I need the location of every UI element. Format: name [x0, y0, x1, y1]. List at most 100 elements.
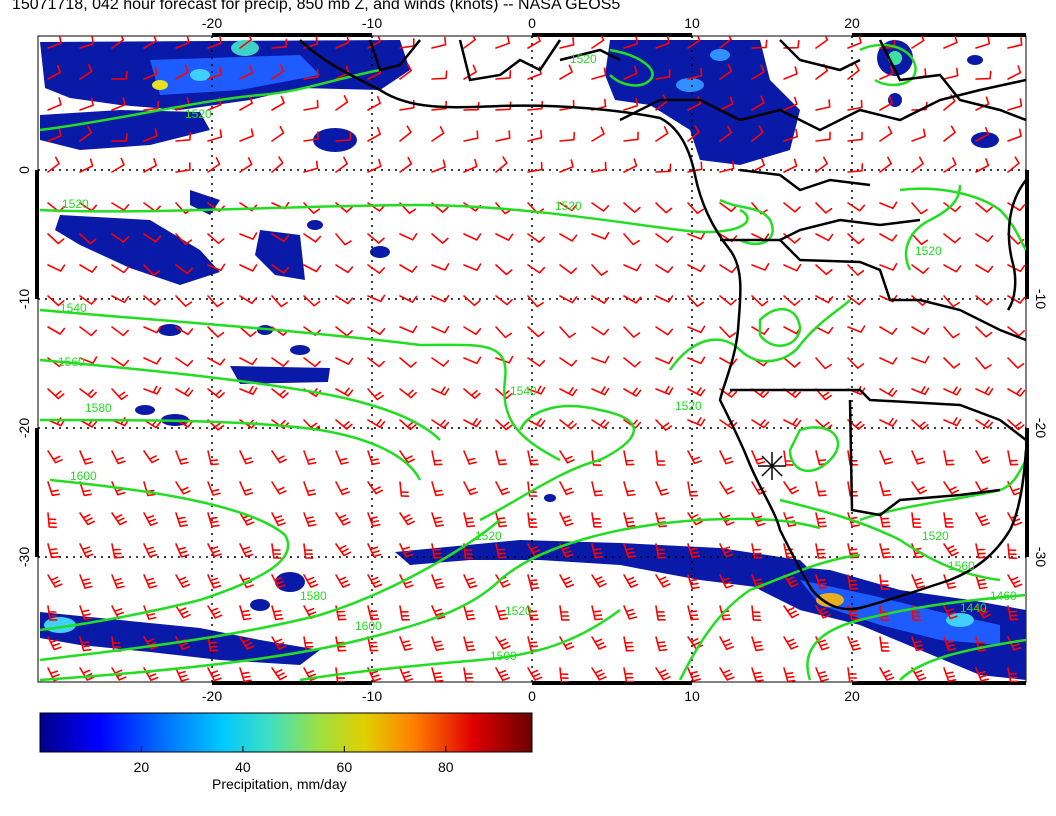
bottom-lon-tick: -10 [362, 688, 382, 704]
wind-barb [975, 636, 987, 652]
wind-barb [815, 264, 833, 276]
wind-barb [719, 96, 734, 111]
wind-barb [975, 233, 994, 243]
wind-barb [239, 636, 255, 650]
wind-barb [175, 162, 191, 173]
wind-barb [783, 263, 802, 272]
wind-barb [879, 95, 893, 111]
wind-barb [399, 264, 418, 273]
top-lon-tick: -10 [362, 15, 382, 31]
bottom-lon-tick: 10 [684, 688, 700, 704]
wind-barb [1007, 98, 1023, 111]
wind-barb [463, 158, 478, 173]
wind-barb [943, 357, 961, 369]
wind-barb [1007, 387, 1026, 397]
height-contours [39, 43, 1026, 682]
wind-barb [239, 357, 258, 366]
wind-barb [463, 574, 478, 589]
wind-barb [783, 233, 801, 244]
wind-barb [655, 512, 668, 528]
wind-barb [687, 543, 701, 559]
wind-barb [79, 636, 92, 652]
wind-barb [623, 450, 635, 466]
wind-barb [655, 636, 668, 652]
wind-barb [687, 295, 704, 308]
wind-barb [1007, 419, 1025, 431]
wind-barb [719, 326, 737, 338]
wind-barb [783, 158, 798, 173]
wind-barb [367, 264, 385, 274]
wind-barb [463, 481, 478, 496]
wind-barb [335, 264, 354, 274]
wind-barb [335, 202, 353, 213]
wind-barb [655, 385, 674, 395]
wind-barb [591, 386, 610, 396]
top-lon-tick: 10 [684, 15, 700, 31]
wind-barb [431, 386, 450, 396]
wind-barb [559, 574, 575, 588]
wind-barb [559, 419, 577, 430]
wind-barb [911, 574, 925, 589]
wind-barb [687, 202, 704, 215]
wind-barb [975, 419, 994, 429]
site-marker [758, 452, 786, 480]
wind-barb [751, 39, 768, 49]
wind-barb [399, 295, 418, 303]
wind-barb [47, 543, 60, 559]
wind-barb [1007, 574, 1023, 588]
wind-barb [47, 156, 60, 173]
wind-barb [559, 387, 578, 397]
wind-barb [975, 96, 990, 111]
contour-label: 1560 [948, 559, 975, 573]
wind-barb [879, 450, 893, 465]
wind-barb [175, 543, 190, 558]
wind-barb [815, 36, 829, 49]
wind-barb [687, 450, 702, 465]
wind-barb [911, 264, 929, 274]
wind-barb [815, 156, 828, 173]
wind-barb [303, 69, 319, 80]
wind-barb [527, 326, 545, 338]
wind-barb [655, 605, 666, 621]
wind-barb [847, 667, 858, 682]
wind-barb [207, 263, 226, 272]
wind-barb [943, 67, 959, 80]
wind-barb [623, 667, 635, 682]
wind-barb [239, 543, 254, 558]
wind-barb [143, 66, 158, 80]
wind-barb [111, 133, 128, 142]
wind-barb [271, 667, 288, 681]
wind-barb [175, 357, 194, 367]
wind-barb [399, 636, 413, 651]
wind-barb [335, 636, 347, 652]
wind-barb [271, 574, 286, 589]
wind-barb [47, 450, 63, 464]
wind-barb [111, 388, 128, 401]
wind-barb [271, 481, 287, 495]
wind-barb [207, 233, 225, 245]
wind-barb [751, 667, 764, 682]
wind-barb [751, 64, 765, 80]
wind-barb [111, 295, 130, 304]
wind-barb [47, 97, 62, 111]
contour-label: 1600 [355, 619, 382, 633]
wind-barb [463, 295, 481, 307]
wind-barb [79, 326, 97, 337]
contour-label: 1520 [675, 399, 702, 413]
wind-barb [1007, 450, 1019, 466]
wind-barb [1007, 156, 1020, 173]
wind-barb [47, 605, 58, 621]
wind-barb [943, 417, 962, 427]
wind-barb [367, 233, 385, 244]
wind-barb [463, 667, 474, 682]
wind-barb [911, 450, 926, 465]
wind-barb [47, 295, 65, 307]
wind-barb [943, 450, 955, 466]
wind-barb [879, 512, 891, 528]
wind-barb [623, 131, 639, 142]
wind-barb [783, 481, 799, 495]
wind-barb [847, 605, 860, 621]
wind-barb [303, 574, 319, 588]
wind-barb [815, 481, 827, 497]
